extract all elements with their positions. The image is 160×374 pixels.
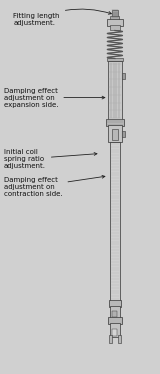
Bar: [118, 335, 121, 343]
Bar: [108, 61, 122, 120]
Bar: [110, 16, 119, 20]
Text: Initial coil
spring ratio
adjustment.: Initial coil spring ratio adjustment.: [4, 149, 97, 169]
Text: Fitting length
adjustment.: Fitting length adjustment.: [13, 9, 111, 26]
Bar: [112, 10, 118, 18]
Text: Damping effect
adjustment on
contraction side.: Damping effect adjustment on contraction…: [4, 175, 105, 197]
Bar: [112, 329, 117, 336]
Bar: [112, 129, 118, 140]
Bar: [107, 19, 123, 26]
Text: Damping effect
adjustment on
expansion side.: Damping effect adjustment on expansion s…: [4, 88, 105, 108]
Bar: [122, 73, 125, 79]
Bar: [110, 142, 120, 301]
Bar: [110, 25, 120, 30]
Bar: [110, 324, 120, 337]
Bar: [107, 58, 123, 61]
Bar: [108, 318, 122, 324]
Bar: [109, 300, 121, 307]
Bar: [110, 306, 120, 318]
Bar: [122, 132, 125, 137]
Bar: [106, 119, 124, 126]
Bar: [108, 335, 112, 343]
Bar: [112, 312, 117, 317]
Bar: [108, 125, 122, 142]
